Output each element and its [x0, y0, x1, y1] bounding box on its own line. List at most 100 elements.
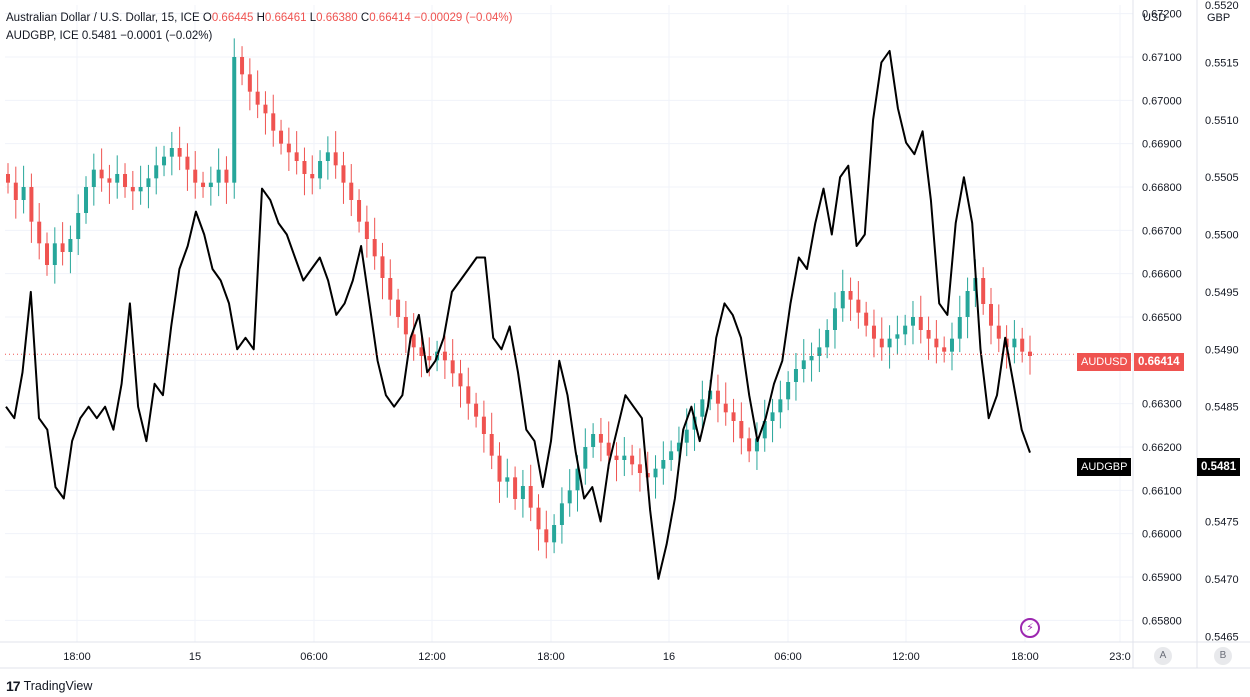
- gbp-tick-label: 0.5520: [1205, 0, 1239, 12]
- candle-body: [364, 221, 369, 239]
- candle-body: [224, 169, 229, 183]
- x-tick-label: 18:00: [537, 651, 565, 663]
- usd-tick-label: 0.65800: [1142, 615, 1182, 627]
- candle-body: [606, 442, 611, 456]
- open-value: 0.66445: [211, 12, 254, 24]
- candle-body: [583, 447, 588, 469]
- candle-body: [653, 468, 658, 478]
- candle-body: [825, 330, 830, 348]
- auto-scale-button[interactable]: A: [1154, 647, 1172, 665]
- candle-body: [591, 434, 596, 447]
- gbp-tick-label: 0.5485: [1205, 402, 1239, 414]
- candle-body: [513, 477, 518, 499]
- candle-body: [544, 529, 549, 543]
- candle-body: [926, 330, 931, 339]
- usd-tick-label: 0.66000: [1142, 529, 1182, 541]
- candle-body: [162, 156, 167, 166]
- candle-body: [497, 455, 502, 482]
- candle-body: [45, 243, 50, 265]
- candle-body: [154, 165, 159, 179]
- candle-body: [887, 338, 892, 348]
- candle-body: [107, 178, 112, 183]
- candle-body: [450, 360, 455, 374]
- candle-body: [942, 347, 947, 352]
- candle-body: [427, 356, 432, 361]
- gbp-tick-label: 0.5465: [1205, 631, 1239, 643]
- b-scale-button[interactable]: B: [1214, 647, 1232, 665]
- x-tick-label: 18:00: [63, 651, 91, 663]
- candle-body: [996, 325, 1001, 339]
- candle-body: [37, 221, 42, 244]
- candle-body: [630, 455, 635, 465]
- candle-body: [762, 421, 767, 439]
- x-tick-label: 06:00: [300, 651, 328, 663]
- candle-body: [263, 104, 268, 114]
- lightning-icon[interactable]: ⚡: [1020, 618, 1040, 638]
- candle-body: [598, 434, 603, 443]
- x-tick-label: 15: [189, 651, 201, 663]
- usd-tick-label: 0.66300: [1142, 399, 1182, 411]
- candle-body: [76, 213, 81, 239]
- candle-body: [318, 161, 323, 179]
- audgbp-line: [5, 49, 1031, 580]
- audgbp-flag: AUDGBP: [1077, 458, 1132, 476]
- candle-body: [372, 239, 377, 257]
- main-series-legend[interactable]: Australian Dollar / U.S. Dollar, 15, ICE…: [6, 12, 512, 24]
- candle-body: [817, 347, 822, 356]
- candle-body: [669, 451, 674, 460]
- compare-series-legend[interactable]: AUDGBP, ICE 0.5481 −0.0001 (−0.02%): [6, 30, 212, 42]
- candle-body: [871, 325, 876, 339]
- candle-body: [879, 338, 884, 348]
- candle-body: [185, 156, 190, 170]
- candle-body: [809, 356, 814, 361]
- candle-body: [910, 317, 915, 326]
- usd-tick-label: 0.66100: [1142, 485, 1182, 497]
- candle-body: [255, 91, 260, 105]
- grid-lines: [5, 5, 1133, 642]
- candle-body: [489, 434, 494, 456]
- candle-body: [130, 187, 135, 192]
- gbp-tick-label: 0.5515: [1205, 57, 1239, 69]
- candle-body: [349, 182, 354, 200]
- audusd-price-badge: 0.66414: [1134, 353, 1184, 371]
- candle-body: [481, 416, 486, 434]
- candle-body: [1020, 338, 1025, 352]
- candle-body: [216, 169, 221, 183]
- tradingview-logo[interactable]: 17 TradingView: [6, 678, 92, 694]
- gbp-tick-label: 0.5470: [1205, 574, 1239, 586]
- candle-body: [99, 169, 104, 179]
- gbp-tick-label: 0.5475: [1205, 516, 1239, 528]
- candle-body: [747, 438, 752, 452]
- x-tick-label: 23:0: [1109, 651, 1130, 663]
- candle-body: [458, 373, 463, 387]
- gbp-tick-label: 0.5495: [1205, 287, 1239, 299]
- audgbp-series-line: [5, 49, 1031, 580]
- candle-body: [934, 338, 939, 348]
- candle-body: [778, 399, 783, 413]
- candle-body: [29, 187, 34, 222]
- candle-body: [466, 386, 471, 404]
- candle-body: [123, 174, 128, 187]
- x-tick-label: 06:00: [774, 651, 802, 663]
- candle-body: [396, 299, 401, 317]
- candle-body: [169, 148, 174, 157]
- candle-body: [731, 412, 736, 421]
- candle-body: [723, 403, 728, 413]
- usd-tick-label: 0.67200: [1142, 9, 1182, 21]
- candle-body: [793, 369, 798, 382]
- candle-body: [138, 187, 143, 192]
- candle-body: [341, 165, 346, 183]
- x-tick-label: 16: [663, 651, 675, 663]
- usd-scale-head: USD: [1143, 12, 1167, 24]
- close-value: 0.66414: [369, 12, 411, 24]
- candle-body: [1012, 338, 1017, 348]
- candle-body: [614, 455, 619, 460]
- candle-body: [832, 308, 837, 330]
- change-value: −0.00029 (−0.04%): [413, 12, 513, 24]
- open-label: O: [202, 12, 212, 24]
- axes: 0.67200 0.67100 0.67000 0.66900 0.66800 0.667…: [0, 0, 1250, 669]
- candle-body: [286, 143, 291, 153]
- candle-body: [60, 243, 65, 252]
- candle-body: [6, 174, 10, 183]
